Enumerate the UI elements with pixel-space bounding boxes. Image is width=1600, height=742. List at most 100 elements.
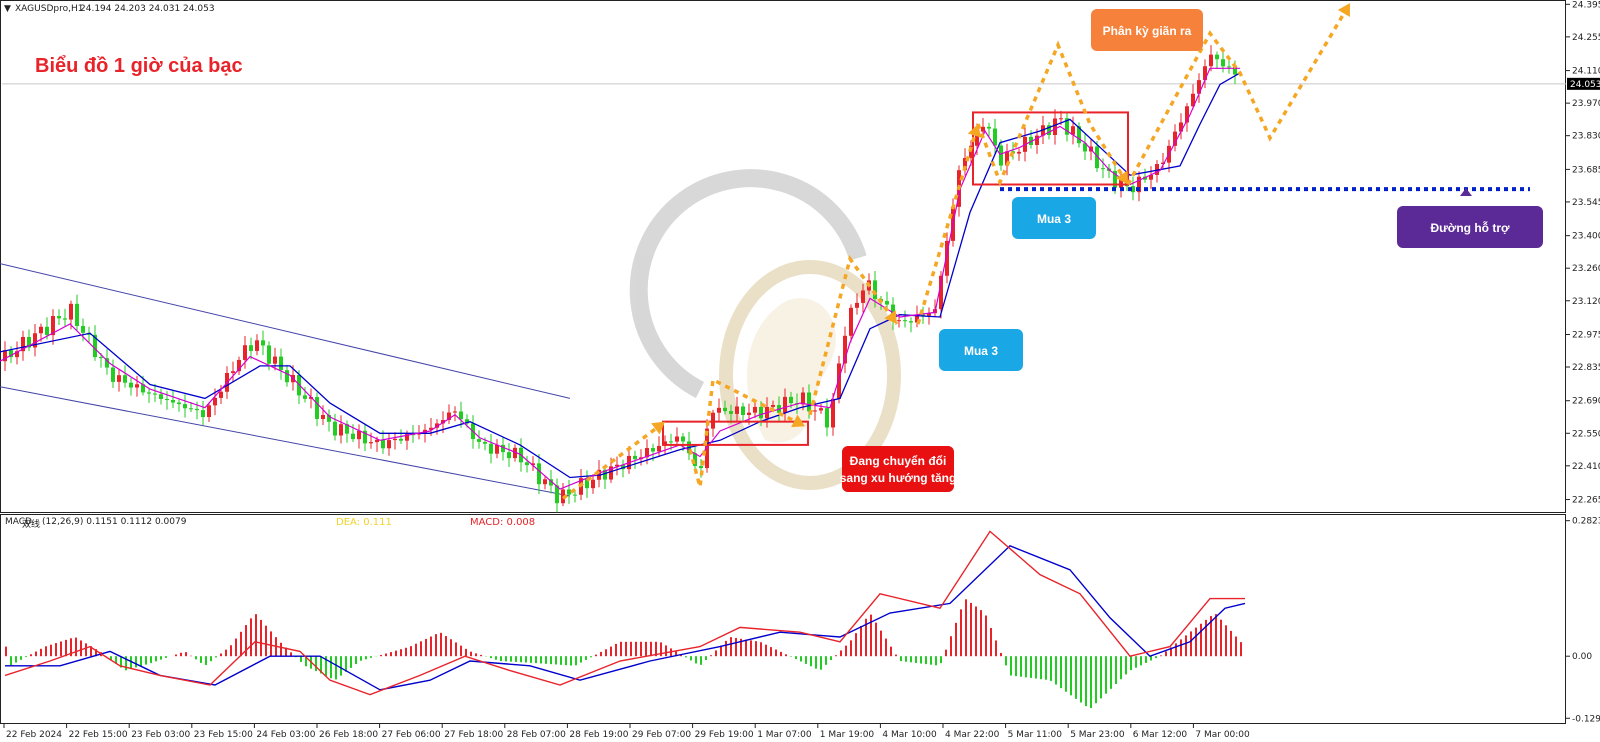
candle-body-152 [909,321,913,323]
candle-body-12 [69,303,73,320]
candle-body-95 [567,489,571,495]
candle-body-37 [219,391,223,398]
candle-body-92 [549,479,553,486]
support-layer [1000,187,1530,196]
candle-body-161 [963,157,967,171]
boxes-layer [662,111,1129,446]
current-price-label: 24.053 [1570,80,1600,90]
price-tick-label-12: 22.835 [1572,363,1600,373]
symbol-collapse-icon[interactable]: ▼ [4,4,11,14]
candle-body-175 [1047,125,1051,135]
candle-body-24 [141,384,145,393]
macd-main-line [4,530,1245,696]
macd-tick-label-2: 0.00 [1572,652,1592,662]
candle-body-85 [507,452,511,459]
candle-body-78 [465,419,469,424]
time-tick-label-9: 28 Feb 07:00 [507,730,566,740]
time-tick-label-4: 23 Feb 15:00 [194,730,253,740]
channel-line-1 [0,263,571,399]
candle-body-83 [495,444,499,454]
candle-body-199 [1191,93,1195,107]
chart-title: Biểu đồ 1 giờ của bạc [35,55,243,77]
candle-body-65 [387,440,391,449]
price-tick-label-1: 24.395 [1572,0,1600,10]
candle-body-86 [513,447,517,459]
candle-body-4 [21,336,25,352]
candle-body-192 [1149,174,1153,180]
forecast-arrowhead-1 [651,421,665,435]
price-panel-frame [0,0,1566,513]
candle-body-110 [657,445,661,452]
candle-body-180 [1077,126,1081,144]
candle-body-136 [813,410,817,412]
time-tick-label-6: 26 Feb 18:00 [319,730,378,740]
price-tick-label-5: 23.830 [1572,132,1600,142]
candle-body-206 [1233,66,1237,75]
candle-body-144 [861,290,865,303]
channel-layer [0,263,571,497]
candle-body-178 [1065,118,1069,135]
forecast-arrowhead-5 [1115,170,1128,185]
candle-body-166 [993,128,997,146]
candle-body-18 [105,358,109,368]
price-tick-label-9: 23.260 [1572,264,1600,274]
forecast-arrowhead-6 [1337,3,1350,18]
candle-body-196 [1173,131,1177,146]
arrows-layer [561,2,1352,500]
candle-body-33 [195,408,199,411]
time-tick-label-8: 27 Feb 18:00 [444,730,503,740]
candle-body-68 [405,434,409,441]
candle-body-13 [75,303,79,326]
candle-body-47 [279,356,283,371]
macd-name-overlap: 双线 [22,518,40,530]
candle-body-23 [135,384,139,388]
consolidation-box-2 [972,111,1129,186]
forecast-arrow-6 [1126,2,1352,186]
candle-body-181 [1083,143,1087,152]
candle-body-62 [369,442,373,444]
candle-body-53 [315,397,319,419]
buy-label-2: Mua 3 [1012,197,1096,239]
candle-body-96 [573,494,577,496]
candle-body-1 [3,350,7,362]
macd-tick-label-1: 0.2823 [1572,517,1600,527]
forecast-arrow-4 [916,123,980,325]
candle-body-139 [831,398,835,428]
candle-body-61 [363,430,367,444]
candle-body-21 [123,375,127,383]
candle-body-45 [267,345,271,364]
support-label-pointer [1460,188,1472,196]
candle-body-90 [537,463,541,485]
candle-body-205 [1227,66,1231,68]
candle-body-127 [759,406,763,419]
candle-body-150 [897,320,901,322]
ohlc-readout: 24.194 24.203 24.031 24.053 [80,4,215,14]
candle-body-158 [945,240,949,276]
candle-body-146 [873,280,877,299]
candle-body-93 [555,485,559,504]
candle-body-183 [1095,146,1099,169]
price-tick-label-14: 22.550 [1572,429,1600,439]
price-tick-label-3: 24.110 [1572,67,1600,77]
candle-body-56 [333,421,337,436]
candle-body-164 [981,126,985,132]
candle-body-157 [939,275,943,310]
candle-body-193 [1155,164,1159,175]
macd-value-readout: MACD: 0.008 [470,517,535,528]
candle-body-112 [669,441,673,443]
candle-body-114 [681,436,685,442]
candle-body-27 [159,394,163,399]
candle-body-184 [1101,168,1105,170]
candle-body-102 [609,466,613,480]
time-tick-label-18: 5 Mar 23:00 [1070,730,1125,740]
candle-body-66 [393,438,397,441]
forecast-arrow-1 [561,420,667,500]
candle-body-74 [441,420,445,424]
buy-label-2-text: Mua 3 [1037,212,1071,226]
candle-body-67 [399,438,403,441]
candle-body-143 [855,302,859,308]
candle-body-113 [675,436,679,442]
support-label-text: Đường hỗ trợ [1430,220,1510,235]
candle-body-25 [147,392,151,394]
